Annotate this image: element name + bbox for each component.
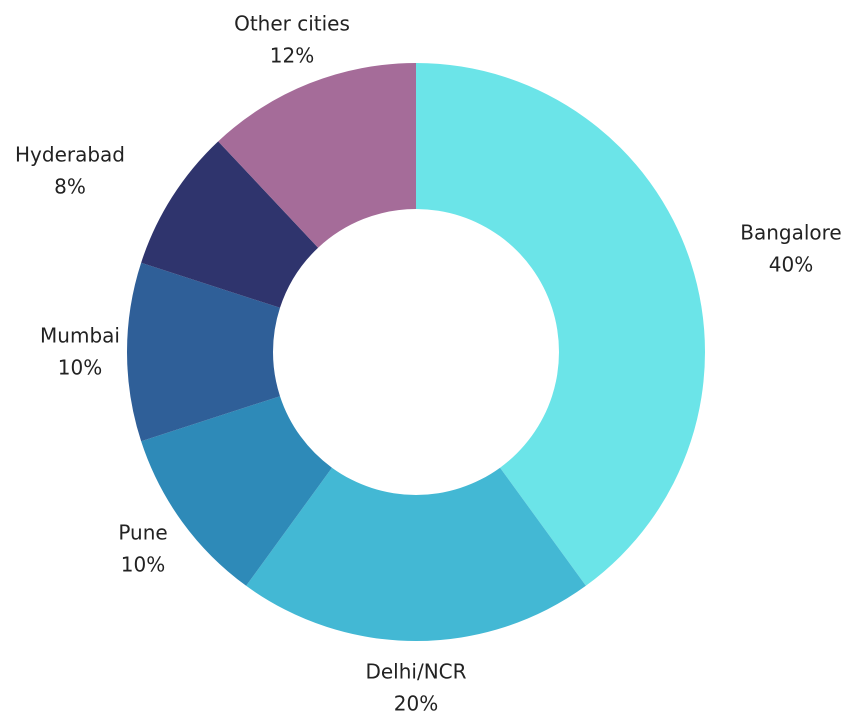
donut-slice <box>246 467 586 642</box>
value-label: 12% <box>270 44 314 68</box>
slice-label: Other cities <box>234 12 350 36</box>
value-label: 10% <box>58 356 102 380</box>
value-label: 40% <box>769 253 813 277</box>
value-label: 8% <box>54 175 86 199</box>
slice-label: Delhi/NCR <box>365 660 466 684</box>
value-label: 10% <box>121 553 165 577</box>
donut-slice <box>126 262 280 442</box>
donut-slice <box>141 396 332 586</box>
donut-slice <box>141 141 319 308</box>
value-label: 20% <box>394 692 438 716</box>
donut-slice <box>416 63 706 586</box>
slice-label: Bangalore <box>740 221 841 245</box>
slice-label: Pune <box>118 521 167 545</box>
slice-label: Mumbai <box>40 324 120 348</box>
slice-label: Hyderabad <box>15 143 125 167</box>
donut-slice <box>218 63 416 248</box>
